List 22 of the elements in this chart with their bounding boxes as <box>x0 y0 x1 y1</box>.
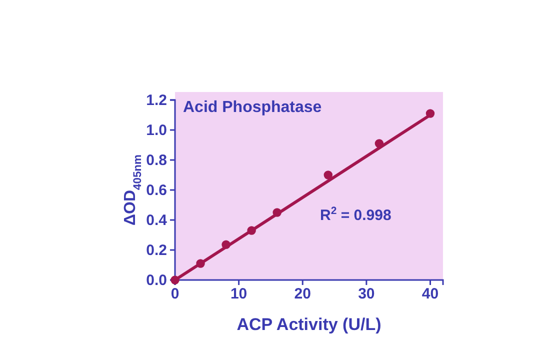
y-tick-label: 0.0 <box>146 272 167 289</box>
point <box>374 139 384 148</box>
y-tick-label: 0.2 <box>146 242 167 259</box>
point <box>272 208 282 217</box>
y-tick-label: 1.2 <box>146 92 167 109</box>
x-tick-label: 40 <box>422 286 439 303</box>
chart-title: Acid Phosphatase <box>183 99 322 116</box>
y-tick-label: 0.4 <box>146 212 168 229</box>
point <box>247 226 256 235</box>
x-tick-label: 20 <box>294 286 311 303</box>
point <box>222 240 230 249</box>
point <box>426 109 435 118</box>
y-tick-label: 1.0 <box>146 122 167 139</box>
x-tick-label: 10 <box>230 286 248 303</box>
point <box>196 259 205 268</box>
x-tick-label: 0 <box>170 286 180 303</box>
y-tick-label: 0.6 <box>146 182 167 199</box>
x-axis-title: ACP Activity (U/L) <box>236 315 382 334</box>
point <box>324 170 333 180</box>
x-tick-label: 30 <box>358 286 375 303</box>
y-tick-label: 0.8 <box>146 152 167 169</box>
annotation: R$^{2}$ = 0.998 <box>320 205 392 224</box>
